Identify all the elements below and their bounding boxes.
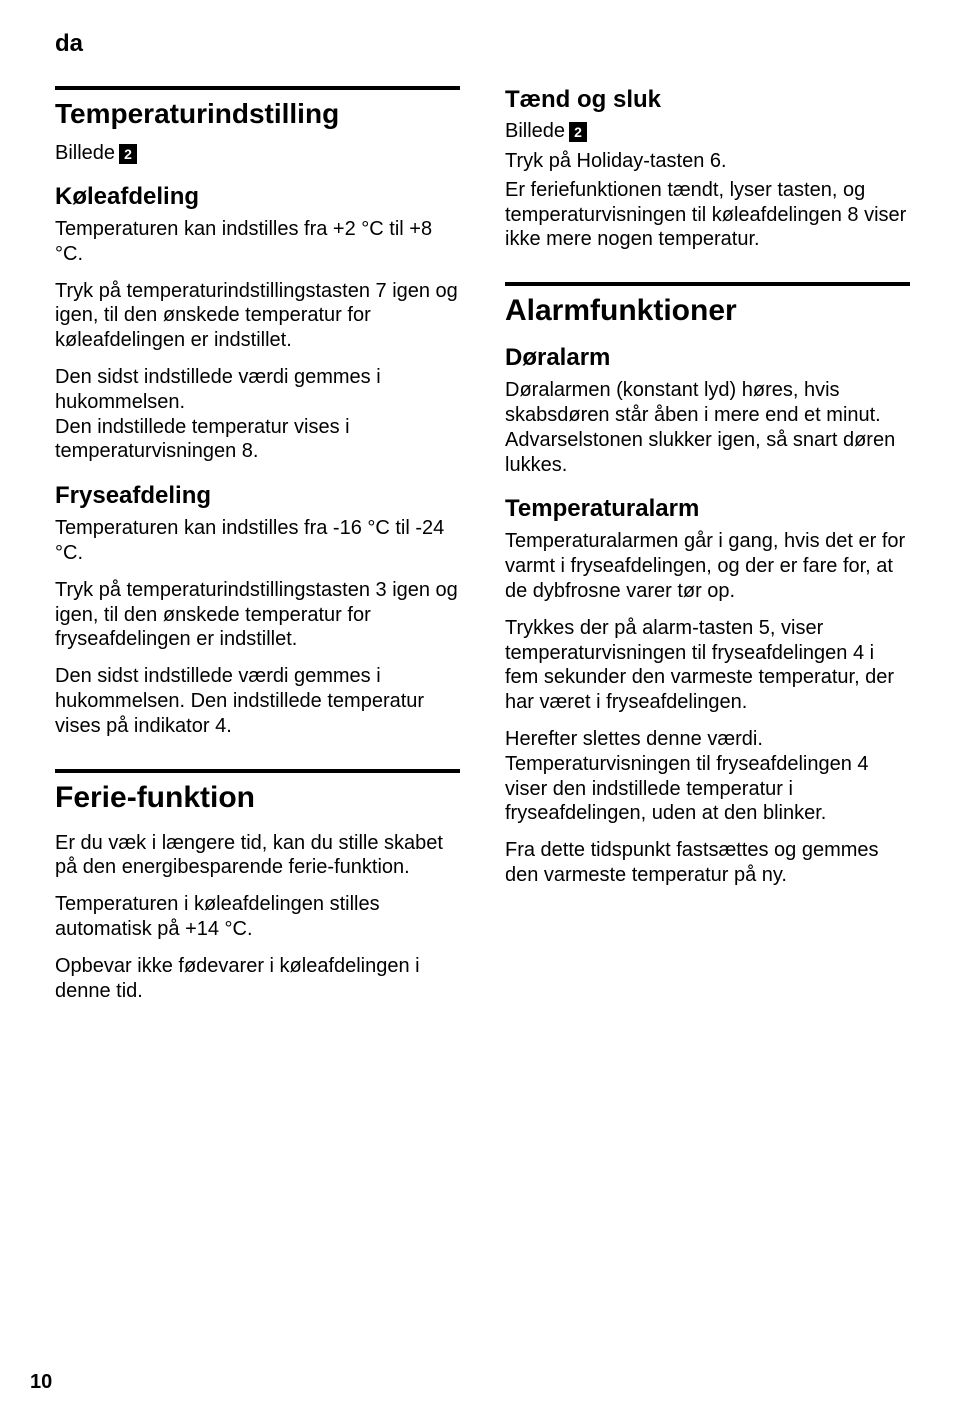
section-title-temperaturindstilling: Temperaturindstilling: [55, 98, 460, 130]
subheading-fryseafdeling: Fryseafdeling: [55, 482, 460, 510]
billede-line: Billede 2: [55, 142, 460, 165]
body-text: Er feriefunktionen tændt, lyser tasten, …: [505, 178, 910, 252]
left-column: Temperaturindstilling Billede 2 Køleafde…: [55, 86, 460, 1015]
body-text: Den sidst indstillede værdi gemmes i huk…: [55, 664, 460, 738]
body-text: Tryk på Holiday-tasten 6.: [505, 149, 910, 174]
body-text: Den indstillede temperatur vises i tempe…: [55, 415, 460, 465]
body-text: Fra dette tidspunkt fastsættes og gemmes…: [505, 838, 910, 888]
subheading-taend-og-sluk: Tænd og sluk: [505, 86, 910, 114]
content-columns: Temperaturindstilling Billede 2 Køleafde…: [55, 86, 910, 1015]
body-text: Temperaturen kan indstilles fra +2 °C ti…: [55, 217, 460, 267]
subheading-koleafdeling: Køleafdeling: [55, 183, 460, 211]
subheading-doralarm: Døralarm: [505, 344, 910, 372]
body-text: Temperaturen kan indstilles fra -16 °C t…: [55, 516, 460, 566]
body-text: Herefter slettes denne værdi. Temperatur…: [505, 727, 910, 826]
body-text: Trykkes der på alarm-tasten 5, viser tem…: [505, 616, 910, 715]
billede-label: Billede: [55, 142, 115, 165]
page-number: 10: [30, 1371, 52, 1394]
section-title-ferie-funktion: Ferie-funktion: [55, 781, 460, 815]
body-text: Opbevar ikke fødevarer i køleafdelingen …: [55, 954, 460, 1004]
body-text: Er du væk i længere tid, kan du stille s…: [55, 831, 460, 881]
body-text: Tryk på temperaturindstillingstasten 7 i…: [55, 279, 460, 353]
page-container: da Temperaturindstilling Billede 2 Kølea…: [0, 0, 960, 1015]
section-title-alarmfunktioner: Alarmfunktioner: [505, 294, 910, 328]
body-text: Tryk på temperaturindstillingstasten 3 i…: [55, 578, 460, 652]
divider: [55, 86, 460, 90]
language-header: da: [55, 30, 910, 58]
body-text: Temperaturalarmen går i gang, hvis det e…: [505, 529, 910, 603]
body-text: Temperaturen i køleafdelingen stilles au…: [55, 892, 460, 942]
body-text: Døralarmen (konstant lyd) høres, hvis sk…: [505, 378, 910, 477]
billede-badge: 2: [119, 144, 137, 164]
billede-badge: 2: [569, 122, 587, 142]
body-text: Den sidst indstillede værdi gemmes i huk…: [55, 365, 460, 415]
subheading-temperaturalarm: Temperaturalarm: [505, 495, 910, 523]
billede-label: Billede: [505, 120, 565, 143]
billede-line: Billede 2: [505, 120, 910, 143]
divider: [55, 769, 460, 773]
divider: [505, 282, 910, 286]
right-column: Tænd og sluk Billede 2 Tryk på Holiday-t…: [505, 86, 910, 1015]
